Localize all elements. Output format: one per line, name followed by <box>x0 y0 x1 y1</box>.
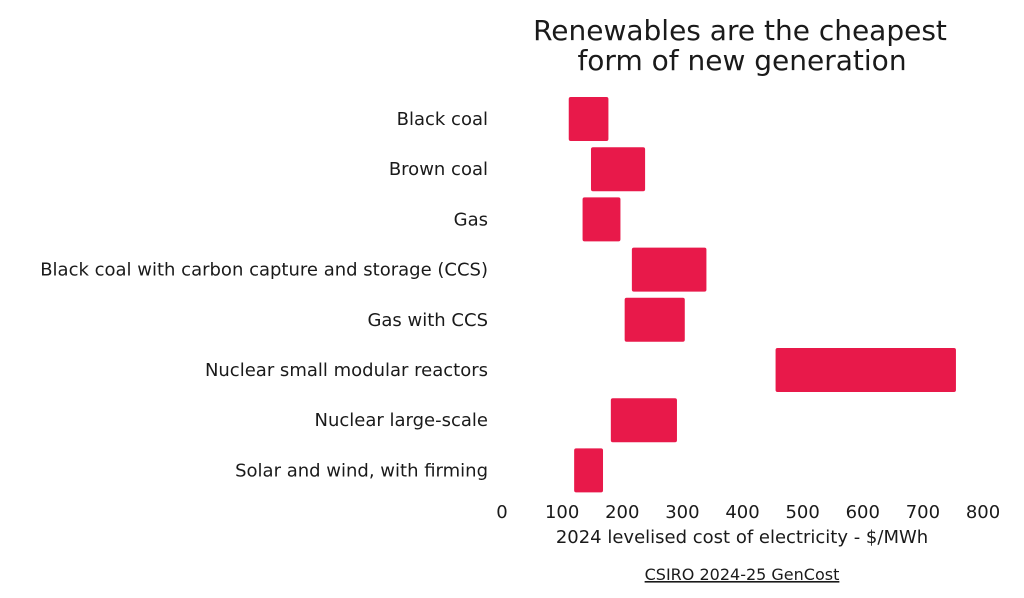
x-tick-label-2: 200 <box>605 502 639 523</box>
category-label-6: Nuclear large-scale <box>315 410 489 431</box>
category-label-0: Black coal <box>397 109 488 130</box>
x-tick-label-3: 300 <box>665 502 699 523</box>
bar-3 <box>631 247 707 292</box>
category-label-7: Solar and wind, with firming <box>235 460 488 481</box>
source-link[interactable]: CSIRO 2024-25 GenCost <box>645 565 840 584</box>
bar-5 <box>775 348 956 392</box>
x-tick-labels: 0 100 200 300 400 500 600 700 800 <box>496 502 1000 523</box>
x-tick-label-1: 100 <box>545 502 579 523</box>
bar-4 <box>624 297 685 342</box>
category-label-4: Gas with CCS <box>367 310 488 331</box>
category-label-3: Black coal with carbon capture and stora… <box>40 260 488 281</box>
x-tick-label-7: 700 <box>906 502 940 523</box>
x-tick-label-5: 500 <box>785 502 819 523</box>
x-tick-label-6: 600 <box>846 502 880 523</box>
x-axis-title: 2024 levelised cost of electricity - $/M… <box>556 527 928 548</box>
category-label-2: Gas <box>454 209 488 230</box>
chart-title-line-1: Renewables are the cheapest <box>533 14 947 47</box>
category-label-1: Brown coal <box>389 159 488 180</box>
chart-title-line-2: form of new generation <box>577 44 906 77</box>
bar-2 <box>582 197 621 242</box>
category-labels: Black coal Brown coal Gas Black coal with c… <box>40 109 488 481</box>
bar-1 <box>590 147 646 192</box>
x-tick-label-0: 0 <box>496 502 507 523</box>
x-tick-label-4: 400 <box>725 502 759 523</box>
bar-6 <box>610 398 677 443</box>
bars-group <box>568 97 956 493</box>
bar-0 <box>568 97 609 141</box>
bar-7 <box>574 448 604 493</box>
x-tick-label-8: 800 <box>966 502 1000 523</box>
category-label-5: Nuclear small modular reactors <box>205 360 488 381</box>
